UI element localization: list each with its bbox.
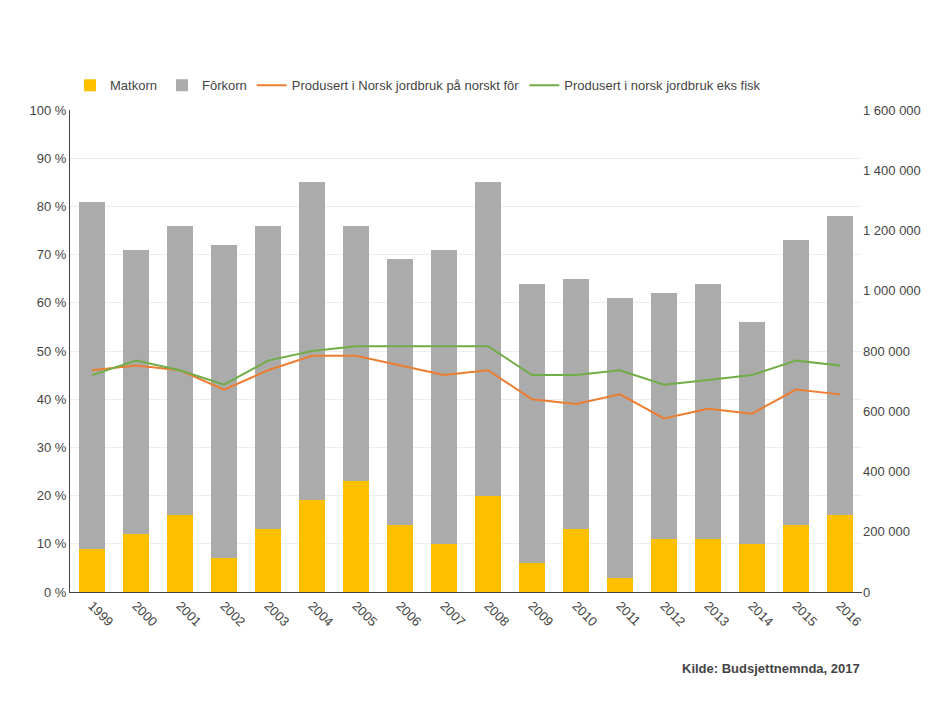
svg-text:2015: 2015 bbox=[789, 598, 820, 629]
svg-text:Produsert i norsk jordbruk eks: Produsert i norsk jordbruk eks fisk bbox=[564, 78, 760, 93]
svg-text:1 400 000: 1 400 000 bbox=[863, 163, 921, 178]
svg-text:40 %: 40 % bbox=[37, 392, 67, 407]
svg-text:100 %: 100 % bbox=[30, 103, 67, 118]
svg-text:2000: 2000 bbox=[129, 598, 160, 629]
svg-text:60 %: 60 % bbox=[37, 295, 67, 310]
svg-text:600 000: 600 000 bbox=[863, 404, 910, 419]
svg-text:Produsert i Norsk jordbruk på: Produsert i Norsk jordbruk på norskt fôr bbox=[292, 78, 520, 93]
svg-text:200 000: 200 000 bbox=[863, 524, 910, 539]
svg-text:1 200 000: 1 200 000 bbox=[863, 223, 921, 238]
svg-text:2014: 2014 bbox=[745, 598, 776, 629]
svg-text:80 %: 80 % bbox=[37, 199, 67, 214]
svg-text:1 600 000: 1 600 000 bbox=[863, 103, 921, 118]
svg-text:2004: 2004 bbox=[305, 598, 336, 629]
svg-text:1 000 000: 1 000 000 bbox=[863, 283, 921, 298]
svg-text:Kilde: Budsjettnemnda, 2017: Kilde: Budsjettnemnda, 2017 bbox=[682, 661, 860, 676]
svg-text:2011: 2011 bbox=[613, 598, 643, 628]
svg-text:800 000: 800 000 bbox=[863, 344, 910, 359]
svg-text:2009: 2009 bbox=[525, 598, 556, 629]
svg-text:50 %: 50 % bbox=[37, 344, 67, 359]
svg-text:2001: 2001 bbox=[173, 598, 204, 629]
svg-text:2012: 2012 bbox=[657, 598, 688, 629]
svg-text:Fôrkorn: Fôrkorn bbox=[202, 78, 247, 93]
svg-text:2016: 2016 bbox=[833, 598, 864, 629]
svg-text:2010: 2010 bbox=[569, 598, 600, 629]
svg-text:30 %: 30 % bbox=[37, 440, 67, 455]
svg-text:1999: 1999 bbox=[85, 598, 116, 629]
svg-text:20 %: 20 % bbox=[37, 488, 67, 503]
svg-text:70 %: 70 % bbox=[37, 247, 67, 262]
svg-text:90 %: 90 % bbox=[37, 151, 67, 166]
svg-text:2008: 2008 bbox=[481, 598, 512, 629]
svg-text:2007: 2007 bbox=[437, 598, 468, 629]
svg-text:0: 0 bbox=[863, 585, 870, 600]
svg-text:400 000: 400 000 bbox=[863, 464, 910, 479]
svg-text:Matkorn: Matkorn bbox=[110, 78, 157, 93]
svg-text:2002: 2002 bbox=[217, 598, 248, 629]
svg-text:2003: 2003 bbox=[261, 598, 292, 629]
svg-text:2006: 2006 bbox=[393, 598, 424, 629]
svg-text:10 %: 10 % bbox=[37, 536, 67, 551]
svg-text:2005: 2005 bbox=[349, 598, 380, 629]
svg-text:0 %: 0 % bbox=[44, 585, 67, 600]
svg-text:2013: 2013 bbox=[701, 598, 732, 629]
